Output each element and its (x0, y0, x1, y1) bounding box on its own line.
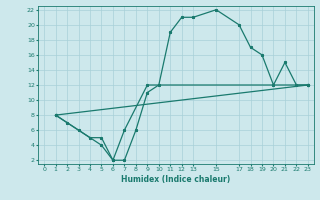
X-axis label: Humidex (Indice chaleur): Humidex (Indice chaleur) (121, 175, 231, 184)
